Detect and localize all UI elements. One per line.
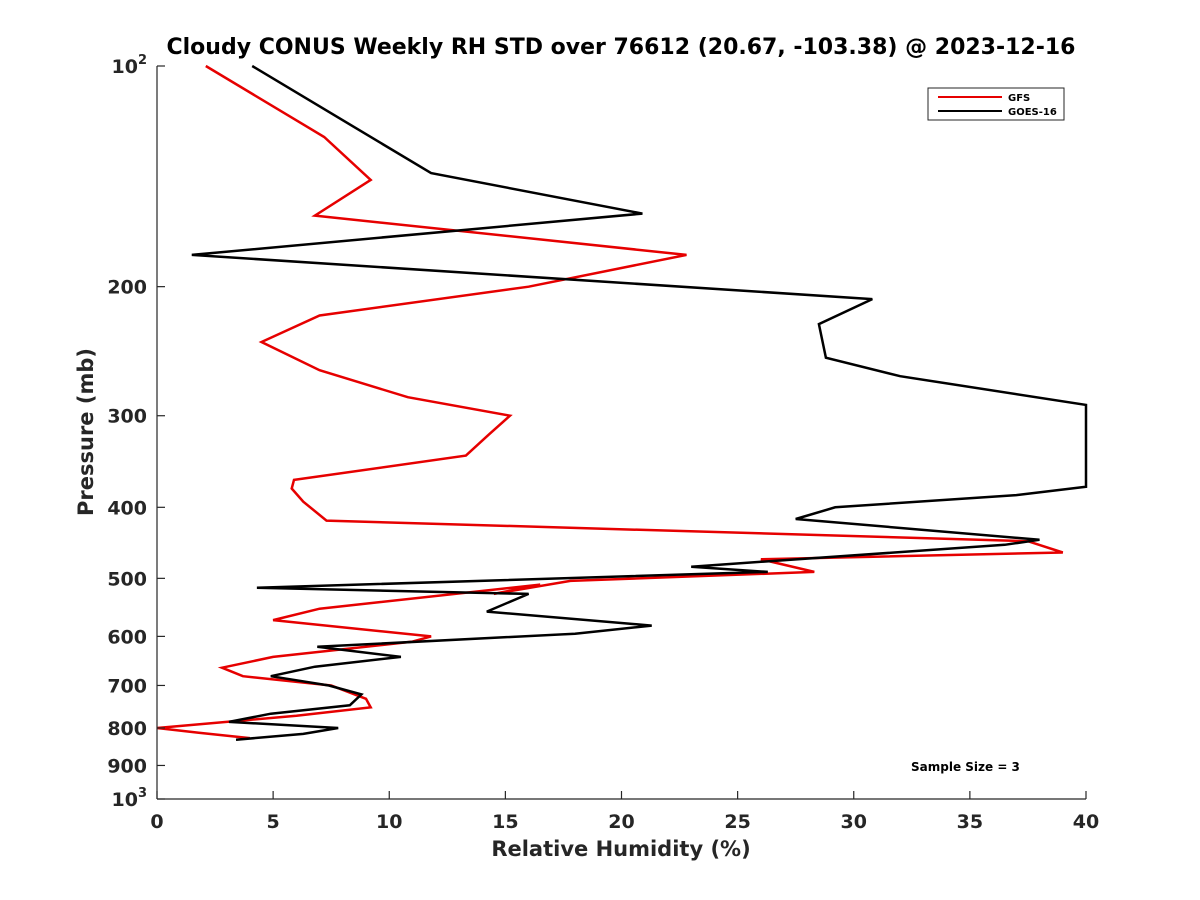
chart-title: Cloudy CONUS Weekly RH STD over 76612 (2… bbox=[167, 35, 1076, 60]
sample-size-annotation: Sample Size = 3 bbox=[911, 760, 1020, 774]
y-tick-label: 900 bbox=[107, 755, 147, 777]
x-tick-label: 0 bbox=[150, 811, 163, 833]
x-axis-title: Relative Humidity (%) bbox=[491, 837, 750, 861]
x-tick-label: 20 bbox=[608, 811, 634, 833]
y-tick-label: 800 bbox=[107, 718, 147, 740]
legend: GFS GOES-16 bbox=[927, 87, 1065, 121]
y-tick-label: 103 bbox=[112, 786, 148, 811]
x-tick-label: 10 bbox=[376, 811, 402, 833]
y-tick-label: 600 bbox=[107, 626, 147, 648]
plot-area bbox=[157, 66, 1086, 799]
y-tick-label: 200 bbox=[107, 277, 147, 299]
y-tick-label: 700 bbox=[107, 675, 147, 697]
y-tick-label: 102 bbox=[112, 53, 148, 78]
series-layer bbox=[156, 64, 1088, 741]
x-tick-label: 5 bbox=[267, 811, 280, 833]
series-line-goes16 bbox=[191, 64, 1088, 741]
y-axis-title: Pressure (mb) bbox=[74, 348, 98, 516]
y-tick-label: 300 bbox=[107, 406, 147, 428]
y-axis-ticks: 102 200 300 400 500 600 700 800 900 103 bbox=[107, 53, 165, 811]
x-tick-label: 25 bbox=[724, 811, 750, 833]
x-tick-label: 40 bbox=[1073, 811, 1099, 833]
legend-box bbox=[927, 87, 1065, 121]
y-tick-label: 400 bbox=[107, 497, 147, 519]
x-axis-ticks: 0 5 10 15 20 25 30 35 40 bbox=[150, 791, 1099, 833]
legend-label-goes16: GOES-16 bbox=[1008, 107, 1057, 118]
x-tick-label: 30 bbox=[841, 811, 867, 833]
legend-label-gfs: GFS bbox=[1008, 93, 1030, 104]
x-tick-label: 35 bbox=[957, 811, 983, 833]
y-tick-label: 500 bbox=[107, 568, 147, 590]
x-tick-label: 15 bbox=[492, 811, 518, 833]
